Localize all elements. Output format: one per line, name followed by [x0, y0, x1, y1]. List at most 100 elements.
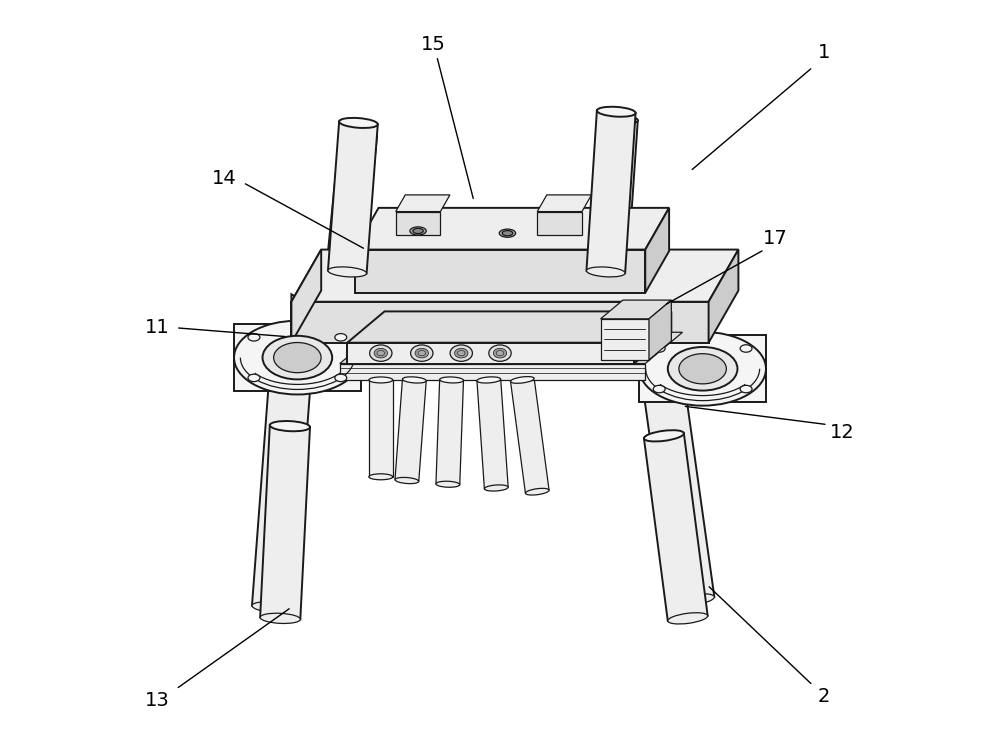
Polygon shape	[340, 332, 683, 364]
Ellipse shape	[458, 351, 465, 356]
Ellipse shape	[335, 334, 347, 341]
Polygon shape	[477, 379, 508, 489]
Ellipse shape	[450, 345, 472, 361]
Ellipse shape	[335, 374, 347, 381]
Polygon shape	[511, 378, 549, 493]
Ellipse shape	[263, 336, 332, 379]
Ellipse shape	[489, 345, 511, 361]
Ellipse shape	[340, 129, 377, 139]
Polygon shape	[639, 335, 766, 402]
Ellipse shape	[328, 267, 367, 277]
Ellipse shape	[234, 321, 361, 395]
Ellipse shape	[260, 613, 300, 624]
Polygon shape	[644, 434, 708, 621]
Polygon shape	[586, 110, 636, 273]
Ellipse shape	[339, 118, 378, 128]
Ellipse shape	[668, 612, 708, 624]
Polygon shape	[347, 343, 634, 364]
Ellipse shape	[496, 351, 504, 356]
Polygon shape	[328, 121, 378, 273]
Ellipse shape	[374, 349, 388, 358]
Ellipse shape	[644, 430, 684, 442]
Polygon shape	[252, 378, 311, 609]
Ellipse shape	[668, 347, 737, 390]
Ellipse shape	[740, 345, 752, 352]
Text: 15: 15	[421, 35, 445, 54]
Ellipse shape	[395, 478, 419, 484]
Ellipse shape	[410, 227, 426, 235]
Polygon shape	[646, 294, 709, 399]
Polygon shape	[340, 364, 645, 380]
Text: 14: 14	[212, 169, 237, 188]
Ellipse shape	[440, 377, 463, 383]
Polygon shape	[291, 250, 738, 302]
Polygon shape	[291, 250, 321, 343]
Ellipse shape	[679, 354, 726, 384]
Ellipse shape	[455, 349, 468, 358]
Polygon shape	[291, 302, 709, 343]
Ellipse shape	[270, 421, 310, 431]
Ellipse shape	[740, 385, 752, 393]
Ellipse shape	[643, 381, 685, 393]
Ellipse shape	[369, 474, 393, 480]
Ellipse shape	[586, 267, 625, 277]
Polygon shape	[260, 425, 310, 619]
Polygon shape	[601, 319, 649, 360]
Polygon shape	[649, 300, 671, 360]
Ellipse shape	[484, 485, 508, 491]
Ellipse shape	[511, 377, 534, 383]
Ellipse shape	[499, 229, 516, 238]
Ellipse shape	[248, 374, 260, 381]
Text: 2: 2	[818, 687, 830, 706]
Polygon shape	[645, 208, 669, 293]
Ellipse shape	[325, 278, 362, 288]
Polygon shape	[396, 195, 450, 212]
Ellipse shape	[477, 377, 501, 383]
Ellipse shape	[377, 351, 385, 356]
Ellipse shape	[369, 377, 393, 383]
Polygon shape	[643, 384, 714, 603]
Polygon shape	[234, 324, 361, 391]
Polygon shape	[601, 300, 671, 319]
Ellipse shape	[413, 229, 423, 234]
Ellipse shape	[597, 107, 636, 117]
Ellipse shape	[525, 489, 549, 495]
Ellipse shape	[493, 349, 507, 358]
Ellipse shape	[673, 594, 714, 606]
Text: 12: 12	[830, 422, 855, 442]
Text: 1: 1	[818, 42, 830, 62]
Ellipse shape	[601, 115, 638, 124]
Ellipse shape	[415, 349, 428, 358]
Ellipse shape	[589, 279, 627, 288]
Text: 11: 11	[145, 318, 170, 337]
Ellipse shape	[653, 385, 665, 393]
Ellipse shape	[411, 345, 433, 361]
Text: 17: 17	[763, 229, 788, 248]
Ellipse shape	[269, 375, 311, 385]
Polygon shape	[395, 379, 426, 481]
Polygon shape	[325, 133, 377, 285]
Ellipse shape	[252, 602, 294, 612]
Ellipse shape	[248, 334, 260, 341]
Polygon shape	[634, 311, 671, 364]
Polygon shape	[291, 294, 354, 387]
Polygon shape	[369, 380, 393, 477]
Polygon shape	[396, 212, 440, 235]
Polygon shape	[589, 118, 638, 285]
Ellipse shape	[436, 481, 460, 487]
Polygon shape	[347, 311, 671, 343]
Ellipse shape	[274, 343, 321, 372]
Ellipse shape	[502, 231, 513, 236]
Ellipse shape	[370, 345, 392, 361]
Ellipse shape	[418, 351, 426, 356]
Ellipse shape	[402, 377, 426, 383]
Ellipse shape	[653, 345, 665, 352]
Polygon shape	[436, 379, 463, 485]
Polygon shape	[709, 250, 738, 343]
Polygon shape	[537, 195, 591, 212]
Polygon shape	[355, 250, 645, 293]
Ellipse shape	[639, 332, 766, 406]
Polygon shape	[355, 208, 669, 250]
Text: 13: 13	[145, 691, 170, 710]
Polygon shape	[537, 212, 582, 235]
